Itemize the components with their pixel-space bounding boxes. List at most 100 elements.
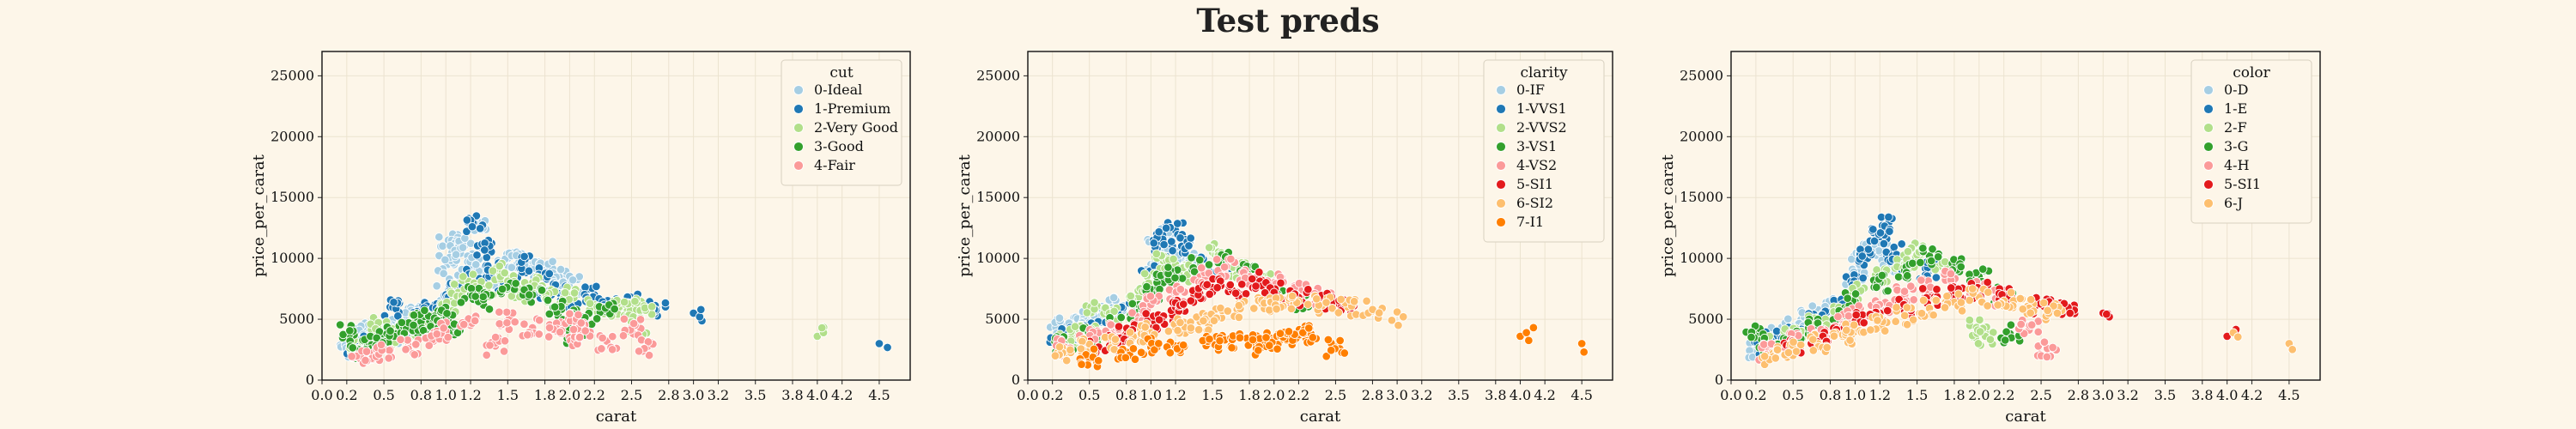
data-point [1917,284,1928,293]
data-point [519,319,529,329]
data-point [449,280,459,289]
data-point [524,266,534,276]
legend-marker [793,85,804,95]
data-point [1173,325,1182,335]
data-point [1957,306,1967,316]
data-point [409,311,419,320]
data-point [490,332,501,342]
data-point [1932,284,1941,294]
data-point [1167,237,1176,246]
data-point [1917,275,1926,285]
data-point [695,311,705,322]
data-point [1234,312,1244,323]
data-point [482,252,492,263]
data-point [644,350,654,360]
x-tick-label: 1.8 [534,387,556,403]
data-point [1197,263,1206,273]
data-point [2048,342,2057,353]
legend-title: clarity [1520,64,1567,82]
data-point [1829,331,1839,341]
data-point [1194,324,1204,335]
figure-title: Test preds [1196,2,1380,39]
data-point [1114,322,1124,331]
data-point [1127,299,1138,309]
data-point [501,307,512,317]
legend-marker [2203,179,2214,190]
data-point [1335,335,1345,346]
x-axis-label: carat [1300,408,1341,426]
data-point [1284,327,1294,336]
data-point [1209,316,1219,325]
data-point [384,353,393,363]
x-tick-label: 3.5 [744,387,766,403]
data-point [1223,306,1233,316]
data-point [1311,294,1321,304]
data-point [1161,223,1171,233]
data-point [544,332,554,341]
data-point [1843,293,1852,303]
legend-label: 1-Premium [814,100,890,117]
data-point [1276,278,1285,288]
data-point [2052,308,2063,318]
data-point [1089,344,1099,354]
data-point [1241,289,1251,299]
x-tick-label: 1.5 [1906,387,1928,403]
data-point [1127,308,1137,317]
legend-marker [1496,142,1506,152]
x-tick-label: 4.5 [2278,387,2300,403]
data-point [550,302,560,311]
data-point [1892,303,1901,312]
data-point [1215,335,1224,346]
x-tick-label: 0.5 [373,387,394,403]
data-point [1204,260,1214,269]
data-point [874,339,884,348]
data-point [1374,308,1384,317]
data-point [548,257,557,266]
y-tick-label: 0 [306,372,314,388]
data-point [2038,298,2049,308]
legend-label: 6-SI2 [1516,195,1553,211]
data-point [1918,295,1929,305]
data-point [2039,337,2050,347]
data-point [556,264,566,275]
data-point [543,295,553,305]
legend-marker [1496,160,1506,171]
x-tick-label: 3.5 [1448,387,1469,403]
legend-label: 3-Good [814,138,864,154]
data-point [1177,274,1188,283]
data-point [2065,308,2075,318]
data-point [2102,309,2111,319]
legend-marker [2203,198,2214,208]
data-point [347,352,356,361]
x-tick-label: 2.5 [2030,387,2051,403]
x-tick-label: 4.0 [1510,387,1531,403]
data-point [1771,326,1782,336]
data-point [409,320,418,330]
data-point [523,330,532,340]
data-point [386,326,395,335]
y-tick-label: 20000 [1680,128,1723,144]
data-point [1883,286,1893,296]
data-point [511,279,520,288]
data-point [1850,289,1861,299]
data-point [1199,316,1208,326]
legend-marker [793,123,804,133]
data-point [568,324,579,335]
data-point [1202,280,1212,289]
data-point [396,335,405,345]
data-point [1965,315,1975,325]
data-point [2026,308,2035,318]
y-axis-label: price_per_carat [250,154,268,277]
x-tick-label: 0.0 [1720,387,1741,403]
data-point [432,281,441,291]
data-point [1254,346,1263,355]
data-point [1078,336,1087,347]
data-point [2043,305,2052,316]
data-point [1227,343,1236,353]
data-point [443,332,453,342]
data-point [1178,299,1188,309]
data-point [1897,239,1906,249]
data-point [1090,298,1099,307]
data-point [1251,281,1261,291]
